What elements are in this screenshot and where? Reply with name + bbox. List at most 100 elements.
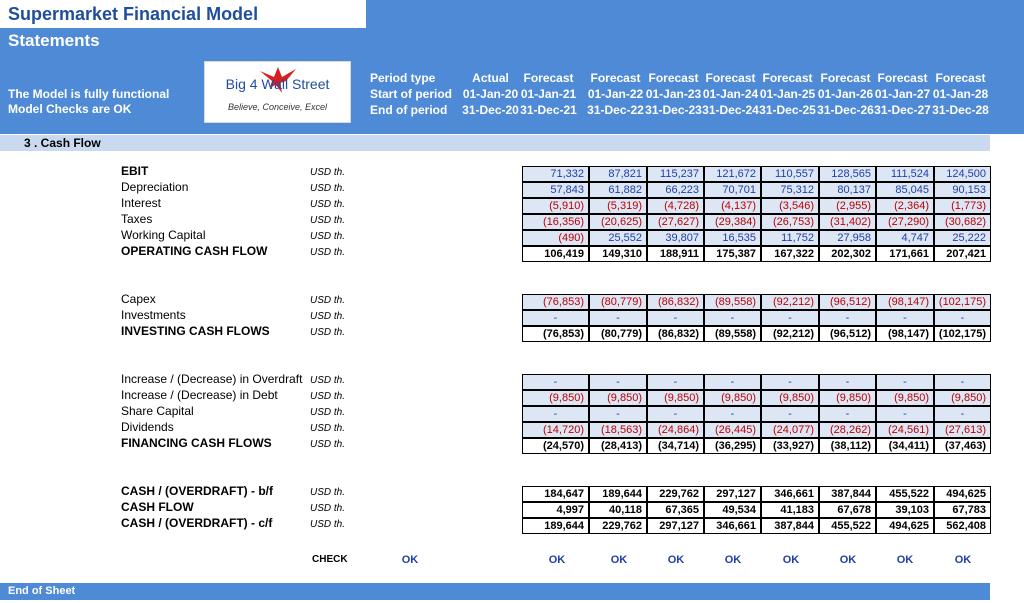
table-cell: (5,319) <box>589 198 647 214</box>
table-cell: 494,625 <box>934 486 991 502</box>
unit-label: USD th. <box>310 407 346 418</box>
table-cell: 387,844 <box>819 486 876 502</box>
table-cell: 71,332 <box>522 166 589 182</box>
row-label: Increase / (Decrease) in Debt <box>121 388 278 402</box>
check-ok-badge: OK <box>724 554 742 566</box>
table-cell: 202,302 <box>819 246 876 262</box>
table-cell: (76,853) <box>522 326 589 342</box>
period-type-label: Period type <box>370 71 436 85</box>
table-cell: (96,512) <box>819 294 876 310</box>
table-cell: - <box>934 374 991 390</box>
check-ok-badge: OK <box>667 554 685 566</box>
period-end-cell: 31-Dec-21 <box>520 103 577 117</box>
table-cell: - <box>761 310 819 326</box>
table-cell: (9,850) <box>647 390 704 406</box>
table-cell: (9,850) <box>934 390 991 406</box>
logo-tagline: Believe, Conceive, Excel <box>227 102 328 112</box>
table-cell: - <box>761 406 819 422</box>
table-cell: 70,701 <box>704 182 761 198</box>
period-start-cell: 01-Jan-22 <box>587 87 644 101</box>
table-cell: 67,678 <box>819 502 876 518</box>
check-ok-badge: OK <box>401 554 419 566</box>
period-type-cell: Forecast <box>877 71 928 85</box>
period-end-cell: 31-Dec-26 <box>817 103 874 117</box>
period-type-cell: Forecast <box>935 71 986 85</box>
table-cell: (9,850) <box>522 390 589 406</box>
period-start-cell: 01-Jan-21 <box>520 87 577 101</box>
table-cell: 49,534 <box>704 502 761 518</box>
period-type-cell: Forecast <box>820 71 871 85</box>
unit-label: USD th. <box>310 423 346 434</box>
table-cell: (4,137) <box>704 198 761 214</box>
table-cell: (98,147) <box>876 326 934 342</box>
period-end-cell: 31-Dec-22 <box>587 103 644 117</box>
table-cell: 124,500 <box>934 166 991 182</box>
unit-label: USD th. <box>310 183 346 194</box>
table-cell: - <box>522 374 589 390</box>
table-cell: (9,850) <box>704 390 761 406</box>
model-title: Supermarket Financial Model <box>8 4 259 24</box>
period-type-cell: Forecast <box>648 71 699 85</box>
table-cell: (98,147) <box>876 294 934 310</box>
row-label: OPERATING CASH FLOW <box>121 244 268 258</box>
table-cell: (3,546) <box>761 198 819 214</box>
logo-wordmark: Big 4 Wall Street <box>225 76 330 92</box>
table-cell: - <box>876 310 934 326</box>
check-ok-badge: OK <box>610 554 628 566</box>
row-label: Interest <box>121 196 162 210</box>
table-cell: 171,661 <box>876 246 934 262</box>
table-cell: - <box>704 374 761 390</box>
table-cell: 39,807 <box>647 230 704 246</box>
row-label: Increase / (Decrease) in Overdraft <box>121 372 303 386</box>
table-cell: 90,153 <box>934 182 991 198</box>
table-cell: 128,565 <box>819 166 876 182</box>
table-cell: (24,864) <box>647 422 704 438</box>
check-label: CHECK <box>312 554 348 565</box>
unit-label: USD th. <box>310 247 346 258</box>
table-cell: - <box>934 406 991 422</box>
table-cell: 25,552 <box>589 230 647 246</box>
sheet-subtitle: Statements <box>8 31 100 50</box>
table-cell: (2,364) <box>876 198 934 214</box>
period-end-cell: 31-Dec-20 <box>462 103 519 117</box>
table-cell: - <box>704 406 761 422</box>
footer-bar <box>0 583 990 600</box>
table-cell: - <box>819 310 876 326</box>
table-cell: (24,570) <box>522 438 589 454</box>
table-cell: (9,850) <box>761 390 819 406</box>
section-title: 3 . Cash Flow <box>24 136 101 150</box>
table-cell: 41,183 <box>761 502 819 518</box>
unit-label: USD th. <box>310 327 346 338</box>
period-start-cell: 01-Jan-23 <box>645 87 702 101</box>
table-cell: (29,384) <box>704 214 761 230</box>
table-cell: 40,118 <box>589 502 647 518</box>
table-cell: (36,295) <box>704 438 761 454</box>
table-cell: 67,365 <box>647 502 704 518</box>
period-start-cell: 01-Jan-26 <box>817 87 874 101</box>
period-start-cell: 01-Jan-20 <box>462 87 519 101</box>
unit-label: USD th. <box>310 519 346 530</box>
table-cell: - <box>647 406 704 422</box>
table-cell: (34,714) <box>647 438 704 454</box>
table-cell: 11,752 <box>761 230 819 246</box>
table-cell: - <box>934 310 991 326</box>
table-cell: (37,463) <box>934 438 991 454</box>
table-cell: (27,290) <box>876 214 934 230</box>
table-cell: 61,882 <box>589 182 647 198</box>
table-cell: - <box>647 374 704 390</box>
period-start-cell: 01-Jan-28 <box>932 87 989 101</box>
period-type-cell: Forecast <box>590 71 641 85</box>
section-bar <box>0 135 990 151</box>
table-cell: - <box>876 406 934 422</box>
table-cell: (102,175) <box>934 294 991 310</box>
table-cell: (92,212) <box>761 294 819 310</box>
table-cell: 207,421 <box>934 246 991 262</box>
unit-label: USD th. <box>310 231 346 242</box>
table-cell: 562,408 <box>934 518 991 534</box>
table-cell: - <box>589 310 647 326</box>
table-cell: - <box>761 374 819 390</box>
unit-label: USD th. <box>310 375 346 386</box>
table-cell: 121,672 <box>704 166 761 182</box>
table-cell: - <box>704 310 761 326</box>
table-cell: (20,625) <box>589 214 647 230</box>
